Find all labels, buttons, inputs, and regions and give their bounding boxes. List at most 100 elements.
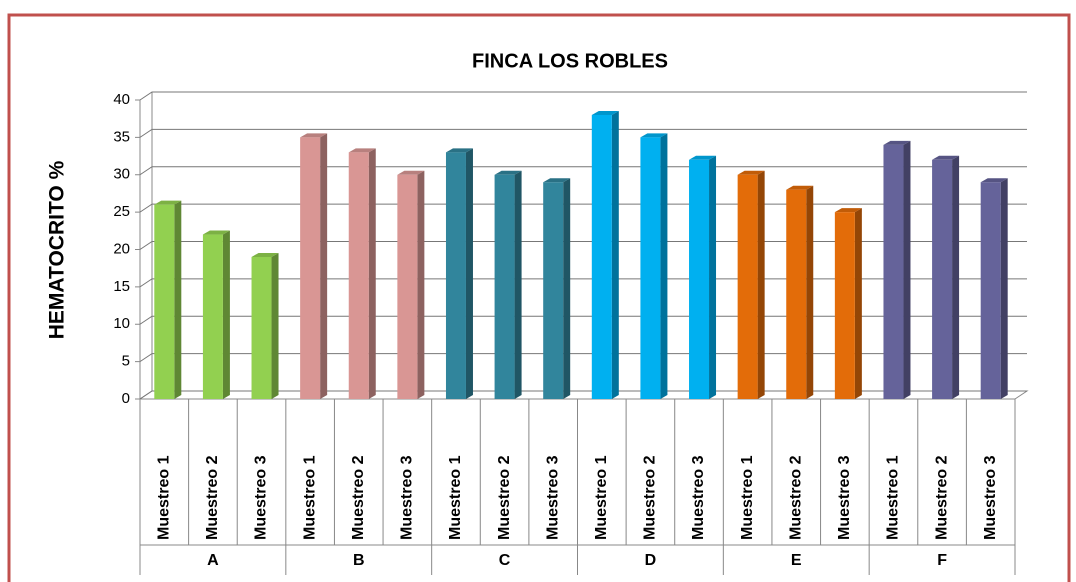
bar-front (202, 234, 223, 399)
bar-side (1000, 178, 1008, 399)
bar (689, 155, 717, 399)
bar-side (757, 170, 765, 399)
bar-top (786, 185, 814, 190)
bar-side (174, 200, 182, 399)
x-tick-label: Muestreo 2 (933, 455, 950, 540)
bar-top (397, 170, 425, 175)
grid-line (139, 203, 1027, 213)
x-tick-label: Muestreo 3 (690, 455, 707, 540)
x-tick-label: Muestreo 2 (496, 455, 513, 540)
bar-front (251, 256, 272, 399)
x-tick-label: Muestreo 3 (836, 455, 853, 540)
bar-side (806, 185, 814, 399)
bar-side (417, 170, 425, 399)
bar-front (300, 137, 321, 399)
x-tick-label: Muestreo 2 (350, 455, 367, 540)
bar-side (611, 110, 619, 399)
bar-top (348, 148, 376, 153)
x-tick-label: Muestreo 3 (253, 455, 270, 540)
y-tick-label: 5 (122, 353, 130, 370)
x-tick-label: Muestreo 3 (982, 455, 999, 540)
bar-front (932, 159, 953, 399)
bar-front (397, 174, 418, 399)
bar (154, 200, 182, 399)
grid-line (139, 166, 1027, 176)
bar (640, 133, 668, 399)
y-tick-label: 15 (113, 278, 130, 295)
x-tick-label: Muestreo 3 (399, 455, 416, 540)
bar (834, 208, 862, 399)
bar-front (494, 174, 515, 399)
bar (494, 170, 522, 399)
bar-side (952, 155, 960, 399)
chart-title: FINCA LOS ROBLES (472, 50, 668, 72)
x-tick-label: Muestreo 1 (885, 455, 902, 540)
bar-side (222, 230, 230, 399)
bar-top (300, 133, 328, 138)
bar-top (251, 252, 279, 257)
bar-side (368, 148, 376, 399)
y-tick-label: 20 (113, 240, 130, 257)
group-label: C (499, 552, 511, 569)
grid-line (139, 241, 1027, 250)
bar-top (737, 170, 765, 175)
bar-side (709, 155, 717, 399)
grid-line (139, 278, 1027, 288)
x-tick-label: Muestreo 3 (544, 455, 561, 540)
bar-top (980, 178, 1008, 183)
bar (300, 133, 328, 399)
bar-side (660, 133, 668, 399)
bar (737, 170, 765, 399)
bar-front (445, 152, 466, 399)
bar (980, 178, 1008, 399)
bar (251, 252, 279, 399)
bar (786, 185, 814, 399)
y-tick-label: 35 (113, 128, 130, 145)
bar-top (932, 155, 960, 160)
bar-front (786, 189, 807, 399)
group-label: F (937, 552, 947, 569)
x-tick-label: Muestreo 1 (301, 455, 318, 540)
bar-front (689, 159, 710, 399)
bar-front (834, 212, 855, 399)
x-tick-label: Muestreo 2 (787, 455, 804, 540)
grid-line (139, 128, 1027, 138)
x-tick-label: Muestreo 1 (739, 455, 756, 540)
bar-top (689, 155, 717, 160)
bar (543, 178, 571, 399)
bar-front (883, 144, 904, 399)
bar (932, 155, 960, 399)
bar (348, 148, 376, 399)
bar-side (320, 133, 328, 399)
bar-top (494, 170, 522, 175)
bar-side (854, 208, 862, 399)
bar-side (271, 252, 279, 399)
y-tick-label: 25 (113, 203, 130, 220)
grid-line (139, 390, 1027, 400)
bar-side (563, 178, 571, 399)
bar-top (154, 200, 182, 205)
x-tick-label: Muestreo 1 (447, 455, 464, 540)
grid-line (139, 353, 1027, 363)
group-label: D (645, 552, 657, 569)
group-label: E (791, 552, 802, 569)
bar (445, 148, 473, 399)
x-tick-label: Muestreo 1 (593, 455, 610, 540)
x-tick-label: Muestreo 1 (156, 455, 173, 540)
y-tick-label: 10 (113, 315, 130, 332)
bar (202, 230, 230, 399)
bar-top (834, 208, 862, 213)
bar-top (445, 148, 473, 153)
grid-line (139, 315, 1027, 325)
bar-front (737, 174, 758, 399)
y-tick-label: 40 (113, 91, 130, 108)
x-tick-label: Muestreo 2 (204, 455, 221, 540)
bar-side (514, 170, 522, 399)
y-axis-label: HEMATOCRITO % (46, 160, 69, 339)
y-tick-label: 0 (122, 390, 130, 407)
bar-front (543, 182, 564, 399)
bar (591, 110, 619, 399)
bar-front (980, 182, 1001, 399)
grid-line (139, 91, 1027, 101)
